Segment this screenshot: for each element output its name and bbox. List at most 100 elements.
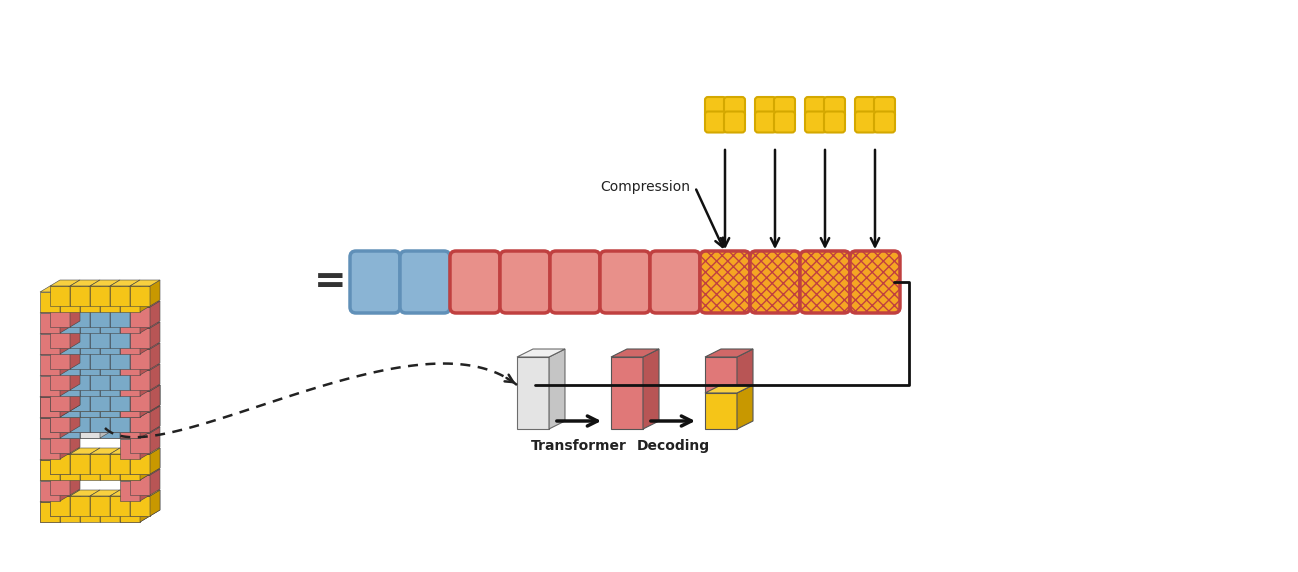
Polygon shape <box>80 454 90 480</box>
Polygon shape <box>110 280 140 286</box>
Polygon shape <box>40 502 60 522</box>
Polygon shape <box>90 280 119 286</box>
Polygon shape <box>119 349 151 355</box>
Polygon shape <box>80 502 100 522</box>
Polygon shape <box>70 412 90 432</box>
Polygon shape <box>130 322 160 328</box>
Polygon shape <box>119 412 130 438</box>
Polygon shape <box>151 469 160 495</box>
Polygon shape <box>130 385 140 411</box>
Polygon shape <box>737 349 753 393</box>
Polygon shape <box>80 292 100 312</box>
FancyBboxPatch shape <box>705 112 726 133</box>
Polygon shape <box>110 406 119 432</box>
Polygon shape <box>100 370 110 396</box>
Polygon shape <box>130 280 160 286</box>
Polygon shape <box>40 454 70 460</box>
Polygon shape <box>51 343 80 349</box>
Polygon shape <box>130 385 140 411</box>
Polygon shape <box>70 343 100 349</box>
Polygon shape <box>130 307 151 327</box>
Polygon shape <box>130 391 151 411</box>
Polygon shape <box>40 391 70 397</box>
Polygon shape <box>70 343 80 369</box>
Polygon shape <box>40 460 60 480</box>
Polygon shape <box>51 406 80 412</box>
FancyBboxPatch shape <box>750 251 800 313</box>
Polygon shape <box>110 496 130 516</box>
Polygon shape <box>90 370 110 390</box>
Polygon shape <box>40 313 60 333</box>
Polygon shape <box>70 469 80 495</box>
Polygon shape <box>140 412 151 438</box>
Polygon shape <box>80 349 110 355</box>
Polygon shape <box>737 385 753 429</box>
Polygon shape <box>80 328 90 354</box>
Polygon shape <box>90 412 110 432</box>
Polygon shape <box>70 406 100 412</box>
Polygon shape <box>80 496 90 522</box>
Polygon shape <box>110 364 140 370</box>
Polygon shape <box>60 349 70 375</box>
Polygon shape <box>40 433 70 439</box>
Polygon shape <box>151 406 160 432</box>
Polygon shape <box>110 385 119 411</box>
Polygon shape <box>119 460 140 480</box>
Polygon shape <box>110 490 119 516</box>
Polygon shape <box>51 286 70 306</box>
Polygon shape <box>70 280 100 286</box>
Polygon shape <box>80 412 90 438</box>
Polygon shape <box>100 370 130 376</box>
Polygon shape <box>40 496 70 502</box>
Polygon shape <box>110 280 119 306</box>
Polygon shape <box>40 475 70 481</box>
Polygon shape <box>60 391 70 417</box>
Polygon shape <box>110 406 140 412</box>
Polygon shape <box>140 433 151 459</box>
Polygon shape <box>643 349 659 429</box>
Polygon shape <box>110 391 130 411</box>
Polygon shape <box>40 334 60 354</box>
Polygon shape <box>40 397 60 417</box>
Polygon shape <box>51 496 70 516</box>
Polygon shape <box>130 385 160 391</box>
Polygon shape <box>60 370 70 396</box>
Polygon shape <box>130 385 160 391</box>
Polygon shape <box>119 454 151 460</box>
Polygon shape <box>80 391 110 397</box>
Polygon shape <box>51 385 80 391</box>
Polygon shape <box>60 307 70 333</box>
Polygon shape <box>70 385 80 411</box>
Polygon shape <box>70 385 80 411</box>
Polygon shape <box>60 391 90 397</box>
Polygon shape <box>70 490 100 496</box>
Polygon shape <box>119 307 130 333</box>
Polygon shape <box>60 313 80 333</box>
FancyBboxPatch shape <box>755 97 776 118</box>
FancyBboxPatch shape <box>400 251 450 313</box>
Polygon shape <box>60 286 70 312</box>
Polygon shape <box>40 292 60 312</box>
Polygon shape <box>110 286 130 306</box>
FancyBboxPatch shape <box>550 251 600 313</box>
Polygon shape <box>130 301 160 307</box>
Polygon shape <box>100 376 119 396</box>
Polygon shape <box>70 454 90 474</box>
Polygon shape <box>119 496 151 502</box>
Polygon shape <box>70 385 100 391</box>
Polygon shape <box>100 349 130 355</box>
Polygon shape <box>140 412 151 438</box>
Polygon shape <box>51 490 80 496</box>
Polygon shape <box>130 391 151 411</box>
Polygon shape <box>110 406 140 412</box>
Polygon shape <box>90 385 119 391</box>
Polygon shape <box>90 322 100 348</box>
Polygon shape <box>119 454 151 460</box>
Polygon shape <box>60 496 70 522</box>
Polygon shape <box>100 286 130 292</box>
Polygon shape <box>130 391 151 411</box>
Polygon shape <box>51 469 80 475</box>
Polygon shape <box>110 301 119 327</box>
Polygon shape <box>130 406 140 432</box>
FancyBboxPatch shape <box>855 112 876 133</box>
